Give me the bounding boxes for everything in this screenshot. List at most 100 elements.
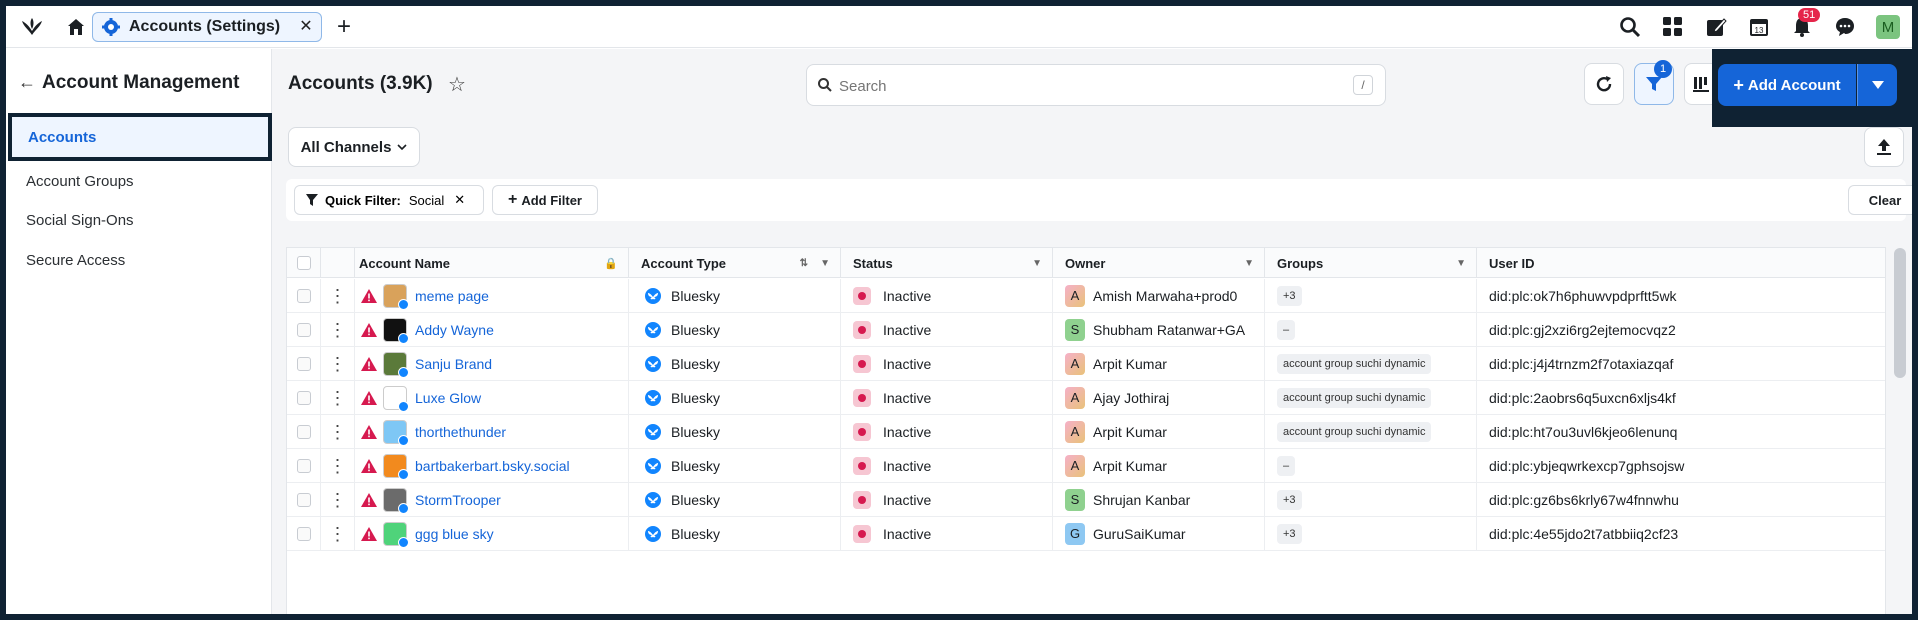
dropdown-caret-icon[interactable]: ▼ xyxy=(1244,257,1254,269)
table-row[interactable]: ⋮ bartbakerbart.bsky.social Bluesky Inactiv… xyxy=(287,449,1885,483)
back-arrow-icon[interactable]: ← xyxy=(18,72,36,92)
group-chip[interactable]: account group suchi dynamic xyxy=(1277,388,1432,408)
account-name-link[interactable]: StormTrooper xyxy=(415,492,501,508)
star-icon[interactable]: ☆ xyxy=(448,74,466,96)
quick-filter-chip[interactable]: Quick Filter: Social ✕ xyxy=(294,185,484,215)
select-all-checkbox[interactable] xyxy=(296,256,311,270)
column-header-user-id[interactable]: User ID xyxy=(1477,248,1885,278)
column-header-groups[interactable]: Groups ▼ xyxy=(1265,248,1477,278)
chat-icon[interactable] xyxy=(1833,15,1857,39)
group-chip[interactable]: +3 xyxy=(1277,490,1302,510)
status-label: Inactive xyxy=(883,526,932,542)
account-name-link[interactable]: meme page xyxy=(415,288,489,304)
table-row[interactable]: ⋮ Addy Wayne Bluesky Inactive S Shubham Ratan… xyxy=(287,313,1885,347)
account-name-link[interactable]: thorthethunder xyxy=(415,424,507,440)
group-chip[interactable]: – xyxy=(1277,320,1296,340)
row-checkbox[interactable] xyxy=(296,323,311,337)
calendar-icon[interactable]: 13 xyxy=(1747,15,1771,39)
search-icon xyxy=(818,78,832,92)
column-header-status[interactable]: Status ▼ xyxy=(841,248,1053,278)
user-avatar[interactable]: M xyxy=(1876,15,1900,39)
group-chip[interactable]: account group suchi dynamic xyxy=(1277,354,1432,374)
row-checkbox[interactable] xyxy=(296,493,311,507)
sidebar-item-accounts[interactable]: Accounts xyxy=(8,113,272,161)
bluesky-badge-icon xyxy=(398,333,409,344)
kebab-menu-icon[interactable]: ⋮ xyxy=(328,319,347,340)
account-name-cell: thorthethunder xyxy=(355,415,629,449)
kebab-menu-icon[interactable]: ⋮ xyxy=(328,387,347,408)
row-checkbox[interactable] xyxy=(296,527,311,541)
close-icon[interactable]: ✕ xyxy=(299,18,313,35)
search-box[interactable]: / xyxy=(806,64,1386,106)
row-checkbox[interactable] xyxy=(296,391,311,405)
column-header-account-name[interactable]: Account Name 🔒 xyxy=(355,248,629,278)
dropdown-caret-icon[interactable]: ▼ xyxy=(1456,257,1466,269)
owner-name: Shubham Ratanwar+GA xyxy=(1093,322,1246,338)
kebab-menu-icon[interactable]: ⋮ xyxy=(328,455,347,476)
row-checkbox[interactable] xyxy=(296,459,311,473)
account-name-cell: meme page xyxy=(355,279,629,313)
bluesky-icon xyxy=(645,356,661,372)
apps-grid-icon[interactable] xyxy=(1661,15,1685,39)
close-icon[interactable]: ✕ xyxy=(454,192,466,207)
tab-accounts-settings[interactable]: Accounts (Settings) ✕ xyxy=(92,12,322,42)
logo-icon[interactable] xyxy=(20,15,44,39)
account-name-link[interactable]: ggg blue sky xyxy=(415,526,494,542)
table-row[interactable]: ⋮ Sanju Brand Bluesky Inactive A Arpit Kumar a… xyxy=(287,347,1885,381)
account-avatar xyxy=(383,352,409,378)
kebab-menu-icon[interactable]: ⋮ xyxy=(328,523,347,544)
user-id-cell: did:plc:gz6bs6krly67w4fnnwhu xyxy=(1477,483,1885,517)
kebab-menu-icon[interactable]: ⋮ xyxy=(328,353,347,374)
status-label: Inactive xyxy=(883,356,932,372)
search-input[interactable] xyxy=(839,75,1339,97)
row-checkbox[interactable] xyxy=(296,357,311,371)
table-row[interactable]: ⋮ ggg blue sky Bluesky Inactive G GuruSaiKuma… xyxy=(287,517,1885,551)
owner-cell: A Arpit Kumar xyxy=(1053,449,1265,483)
owner-name: Amish Marwaha+prod0 xyxy=(1093,288,1238,304)
group-chip[interactable]: – xyxy=(1277,456,1296,476)
row-checkbox[interactable] xyxy=(296,425,311,439)
add-account-dropdown-button[interactable] xyxy=(1857,64,1897,106)
account-name-link[interactable]: bartbakerbart.bsky.social xyxy=(415,458,570,474)
export-button[interactable] xyxy=(1864,127,1904,167)
group-chip[interactable]: +3 xyxy=(1277,286,1302,306)
filter-bar: Quick Filter: Social ✕ + Add Filter Clea… xyxy=(286,179,1912,221)
sidebar-title: Account Management xyxy=(42,72,240,93)
account-name-link[interactable]: Addy Wayne xyxy=(415,322,494,338)
dropdown-caret-icon[interactable]: ▼ xyxy=(1032,257,1042,269)
account-name-link[interactable]: Luxe Glow xyxy=(415,390,482,406)
table-row[interactable]: ⋮ meme page Bluesky Inactive A Amish Marwaha+… xyxy=(287,279,1885,313)
kebab-menu-icon[interactable]: ⋮ xyxy=(328,421,347,442)
column-header-owner[interactable]: Owner ▼ xyxy=(1053,248,1265,278)
column-label: Status xyxy=(853,255,893,271)
table-scrollbar[interactable] xyxy=(1894,248,1906,378)
kebab-menu-icon[interactable]: ⋮ xyxy=(328,489,347,510)
sidebar-item-account-groups[interactable]: Account Groups xyxy=(26,173,134,190)
row-checkbox[interactable] xyxy=(296,289,311,303)
sidebar-item-social-sign-ons[interactable]: Social Sign-Ons xyxy=(26,212,134,229)
channels-dropdown[interactable]: All Channels xyxy=(288,127,420,167)
table-row[interactable]: ⋮ StormTrooper Bluesky Inactive S Shrujan Kan… xyxy=(287,483,1885,517)
add-filter-button[interactable]: + Add Filter xyxy=(492,185,598,215)
search-icon[interactable] xyxy=(1618,15,1642,39)
table-row[interactable]: ⋮ thorthethunder Bluesky Inactive A Arpit Kum… xyxy=(287,415,1885,449)
column-settings-button[interactable] xyxy=(1684,63,1716,105)
user-id-value: did:plc:2aobrs6q5uxcn6xljs4kf xyxy=(1489,390,1676,406)
clear-filters-button[interactable]: Clear xyxy=(1848,185,1912,215)
channels-label: All Channels xyxy=(300,138,392,156)
dropdown-caret-icon[interactable]: ▼ xyxy=(820,257,830,269)
home-icon[interactable] xyxy=(64,15,88,39)
bluesky-badge-icon xyxy=(398,299,409,310)
account-name-link[interactable]: Sanju Brand xyxy=(415,356,493,372)
table-row[interactable]: ⋮ Luxe Glow Bluesky Inactive A Ajay Jothiraj a… xyxy=(287,381,1885,415)
refresh-button[interactable] xyxy=(1584,63,1624,105)
kebab-menu-icon[interactable]: ⋮ xyxy=(328,285,347,306)
group-chip[interactable]: account group suchi dynamic xyxy=(1277,422,1432,442)
sort-icon[interactable]: ⇅ xyxy=(799,257,808,269)
add-account-button[interactable]: + Add Account xyxy=(1718,64,1856,106)
new-tab-icon[interactable]: + xyxy=(336,13,351,40)
column-header-account-type[interactable]: Account Type ⇅ ▼ xyxy=(629,248,841,278)
group-chip[interactable]: +3 xyxy=(1277,524,1302,544)
sidebar-item-secure-access[interactable]: Secure Access xyxy=(26,252,126,269)
compose-icon[interactable] xyxy=(1704,15,1728,39)
